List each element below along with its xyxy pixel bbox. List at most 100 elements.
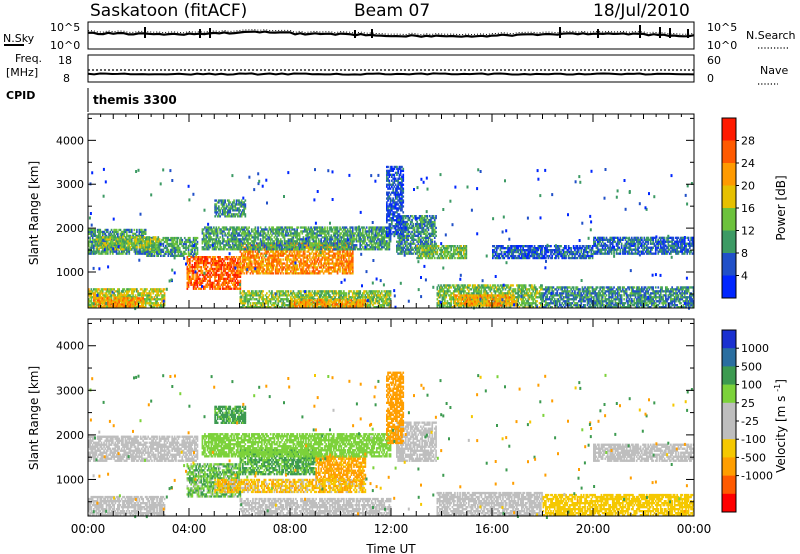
heatmap-cell [196, 263, 199, 267]
heatmap-cell [209, 267, 211, 271]
heatmap-cell [235, 230, 238, 233]
heatmap-cell [144, 232, 147, 235]
heatmap-cell [152, 306, 155, 309]
noise-right-tick-high: 10^5 [707, 21, 737, 34]
heatmap-cell [161, 250, 163, 253]
heatmap-cell [93, 238, 95, 241]
heatmap-cell [221, 261, 224, 265]
heatmap-cell [192, 271, 195, 275]
noise-panel: N.Sky 10^5 10^0 10^5 10^0 N.Search [3, 21, 796, 52]
heatmap-cell [136, 290, 138, 293]
heatmap-cell [257, 226, 259, 229]
heatmap-cell [114, 305, 117, 308]
heatmap-cell [152, 290, 155, 293]
heatmap-cell [202, 246, 205, 249]
heatmap-cell [229, 201, 232, 204]
heatmap-cell [93, 232, 95, 235]
heatmap-cell [250, 268, 253, 271]
heatmap-cell [95, 242, 98, 245]
heatmap-cell [88, 300, 90, 303]
heatmap-cell [101, 232, 104, 235]
heatmap-cell [189, 252, 191, 255]
heatmap-cell [219, 279, 221, 282]
heatmap-cell [123, 246, 126, 249]
heatmap-cell [205, 238, 208, 241]
heatmap-cell [152, 298, 155, 301]
heatmap-cell [311, 260, 314, 263]
heatmap-cell [218, 285, 220, 288]
heatmap-cell [120, 305, 123, 308]
heatmap-cell [315, 246, 317, 249]
heatmap-cell [238, 261, 240, 265]
heatmap-cell [316, 268, 319, 271]
heatmap-cell [117, 299, 119, 302]
heatmap-cell [101, 244, 104, 247]
heatmap-cell [197, 258, 200, 261]
heatmap-cell [98, 299, 100, 302]
heatmap-cell [206, 265, 209, 269]
heatmap-cell [156, 254, 158, 257]
heatmap-cell [206, 259, 209, 263]
heatmap-cell [244, 302, 247, 305]
heatmap-cell [143, 246, 146, 249]
heatmap-cell [218, 267, 220, 271]
heatmap-cell [128, 305, 131, 308]
heatmap-cell [239, 287, 242, 290]
heatmap-cell [106, 238, 109, 241]
heatmap-cell [279, 260, 282, 263]
heatmap-cell [340, 232, 343, 235]
heatmap-cell [254, 250, 257, 253]
heatmap-cell [133, 297, 136, 300]
heatmap-cell [195, 236, 197, 240]
heatmap-cell [250, 298, 253, 301]
heatmap-cell [139, 250, 142, 253]
heatmap-cell [221, 277, 224, 280]
heatmap-cell [95, 244, 98, 247]
heatmap-cell [254, 258, 257, 261]
heatmap-cell [122, 242, 124, 245]
heatmap-cell [163, 246, 166, 250]
heatmap-cell [189, 263, 191, 267]
heatmap-cell [205, 263, 208, 267]
heatmap-cell [125, 246, 128, 249]
heatmap-cell [219, 236, 221, 239]
heatmap-cell [316, 232, 319, 235]
heatmap-cell [194, 238, 196, 242]
heatmap-cell [250, 228, 253, 231]
heatmap-cell [125, 230, 128, 234]
heatmap-cell [204, 287, 206, 290]
heatmap-cell [195, 252, 197, 255]
heatmap-cell [91, 242, 94, 245]
heatmap-cell [195, 273, 197, 277]
heatmap-cell [213, 259, 215, 263]
heatmap-cell [130, 303, 133, 306]
heatmap-cell [262, 258, 264, 261]
heatmap-cell [239, 281, 242, 284]
heatmap-cell [192, 273, 195, 277]
heatmap-cell [100, 230, 103, 234]
heatmap-cell [161, 298, 163, 301]
heatmap-cell [195, 246, 197, 250]
heatmap-cell [96, 238, 99, 241]
heatmap-cell [144, 304, 147, 307]
heatmap-cell [99, 244, 102, 247]
heatmap-cell [109, 301, 112, 304]
heatmap-cell [330, 268, 333, 271]
heatmap-cell [163, 236, 166, 240]
heatmap-cell [99, 230, 102, 234]
heatmap-cell [210, 275, 213, 278]
heatmap-cell [113, 288, 115, 291]
heatmap-cell [94, 288, 96, 291]
heatmap-cell [312, 248, 315, 251]
heatmap-cell [201, 256, 204, 259]
heatmap-cell [320, 238, 322, 241]
heatmap-cell [118, 240, 120, 243]
heatmap-cell [225, 273, 228, 277]
heatmap-cell [118, 288, 120, 291]
heatmap-cell [221, 258, 224, 261]
heatmap-cell [196, 267, 199, 271]
heatmap-cell [128, 290, 131, 293]
heatmap-cell [161, 242, 163, 246]
heatmap-cell [163, 294, 166, 297]
heatmap-cell [183, 236, 186, 240]
